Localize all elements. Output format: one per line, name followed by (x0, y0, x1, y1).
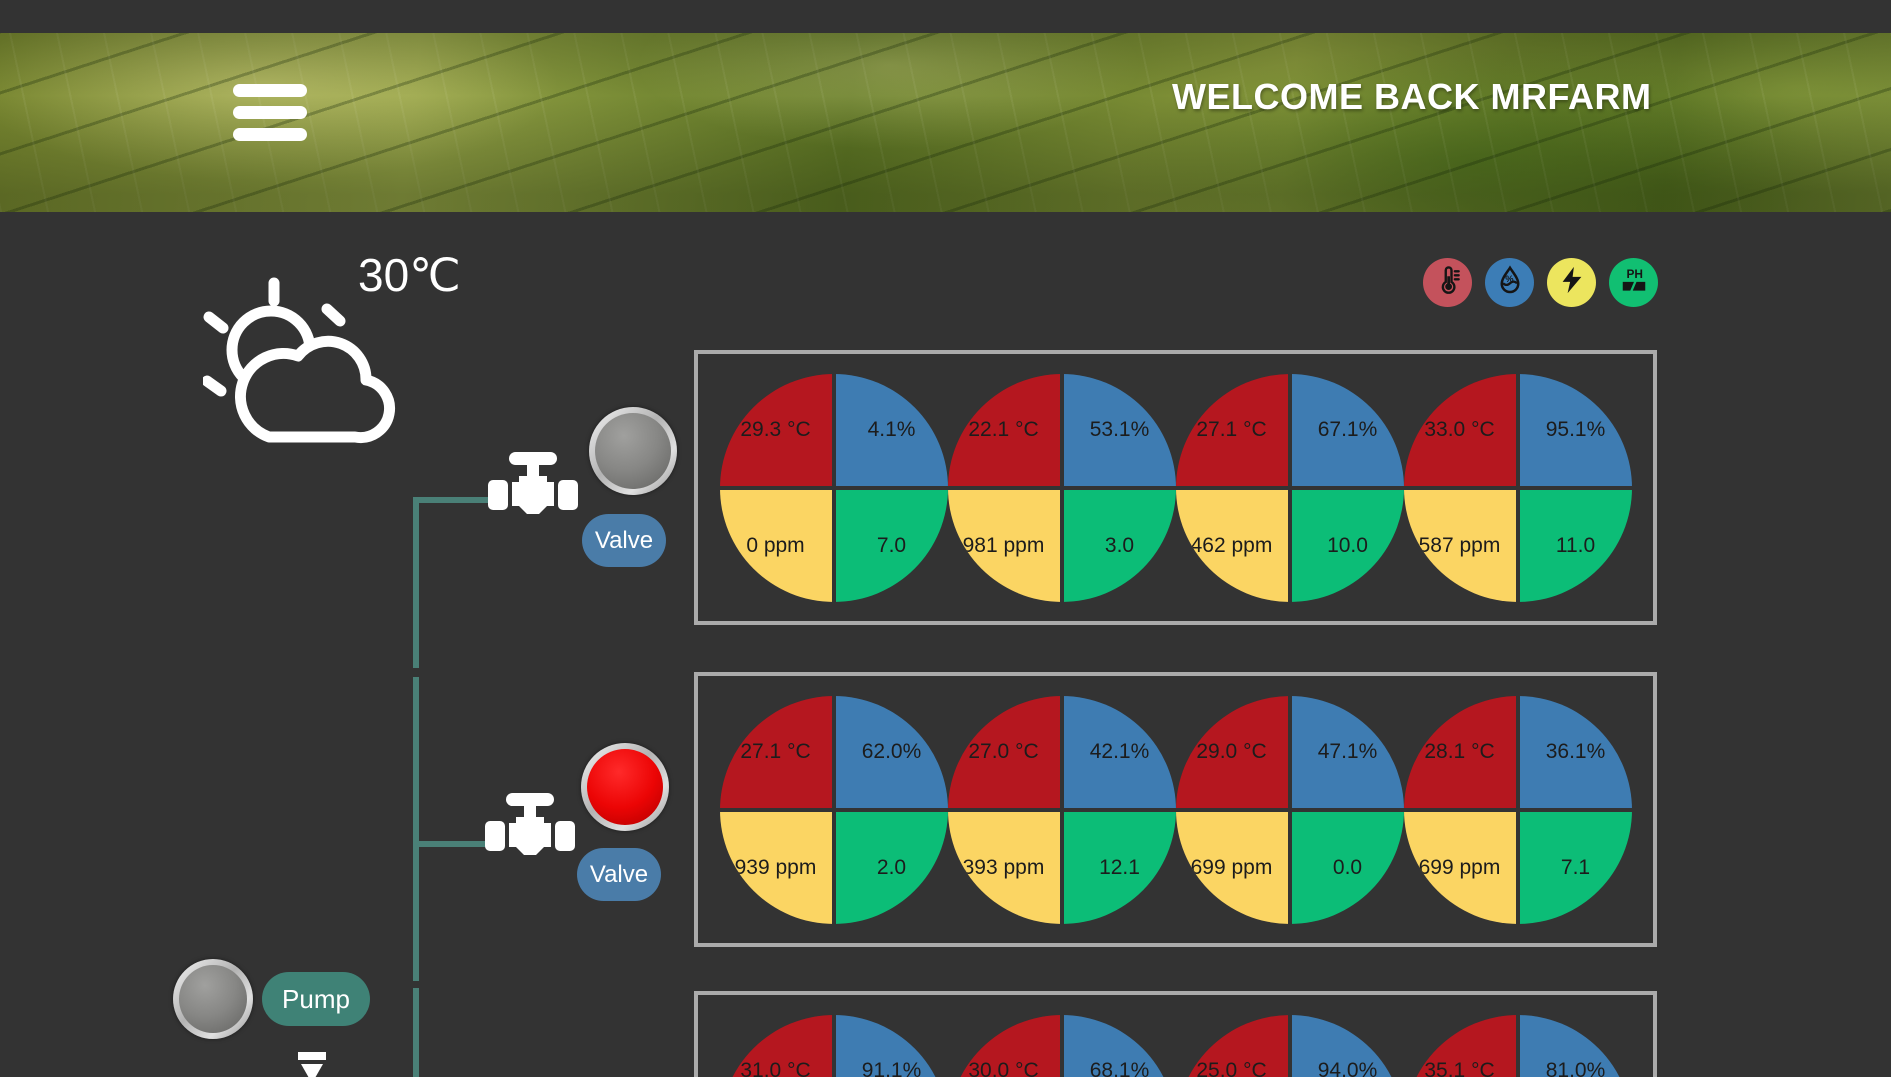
grass-banner-image (0, 33, 1891, 212)
hamburger-bar (233, 106, 307, 119)
valve1-button[interactable]: Valve (582, 514, 666, 567)
thermometer-icon (1433, 265, 1463, 300)
gauge-humidity-quadrant: 95.1% (1519, 373, 1632, 486)
sensor-gauge: 35.1 °C 81.0% (1403, 1014, 1632, 1077)
gauge-value-quadrant: 2.0 (835, 811, 948, 924)
gauge-temperature-quadrant: 28.1 °C (1403, 695, 1516, 808)
sensor-gauge: 31.0 °C 91.1% (719, 1014, 948, 1077)
funnel-icon (298, 1052, 326, 1077)
gauge-temperature-quadrant: 25.0 °C (1175, 1014, 1288, 1077)
gauge-value-quadrant: 7.0 (835, 489, 948, 602)
gauge-ppm-quadrant: 393 ppm (947, 811, 1060, 924)
sensor-gauge: 29.0 °C 47.1% 699 ppm 0.0 (1175, 695, 1404, 924)
gauge-humidity-quadrant: 91.1% (835, 1014, 948, 1077)
gauge-temperature-quadrant: 33.0 °C (1403, 373, 1516, 486)
sensor-panel-3: 31.0 °C 91.1% 30.0 °C 68.1% 25.0 °C 94.0… (694, 991, 1657, 1077)
gauge-temperature-quadrant: 27.1 °C (719, 695, 832, 808)
gauge-value-quadrant: 0.0 (1291, 811, 1404, 924)
gauge-temperature-quadrant: 29.0 °C (1175, 695, 1288, 808)
pipe-line (413, 497, 419, 668)
gauge-humidity-quadrant: 53.1% (1063, 373, 1176, 486)
gauge-ppm-quadrant: 699 ppm (1175, 811, 1288, 924)
sensor-gauge: 25.0 °C 94.0% (1175, 1014, 1404, 1077)
indicator-lens (587, 749, 663, 825)
gauge-ppm-quadrant: 462 ppm (1175, 489, 1288, 602)
pipe-line (413, 988, 419, 1077)
gauge-humidity-quadrant: 42.1% (1063, 695, 1176, 808)
ph-label: PH (1626, 267, 1642, 281)
sensor-gauge: 27.1 °C 67.1% 462 ppm 10.0 (1175, 373, 1404, 602)
lightning-icon (1557, 265, 1587, 300)
humidity-drop-icon: % (1495, 265, 1525, 300)
gauge-temperature-quadrant: 22.1 °C (947, 373, 1060, 486)
sensor-gauge: 33.0 °C 95.1% 587 ppm 11.0 (1403, 373, 1632, 602)
gauge-ppm-quadrant: 981 ppm (947, 489, 1060, 602)
indicator-lens (595, 413, 671, 489)
pump-button[interactable]: Pump (262, 972, 370, 1026)
gauge-temperature-quadrant: 31.0 °C (719, 1014, 832, 1077)
gauge-humidity-quadrant: 67.1% (1291, 373, 1404, 486)
gauge-humidity-quadrant: 36.1% (1519, 695, 1632, 808)
gauge-humidity-quadrant: 47.1% (1291, 695, 1404, 808)
gauge-value-quadrant: 3.0 (1063, 489, 1176, 602)
welcome-message: WELCOME BACK MRFARM (1172, 76, 1652, 117)
gauge-humidity-quadrant: 68.1% (1063, 1014, 1176, 1077)
gauge-temperature-quadrant: 30.0 °C (947, 1014, 1060, 1077)
gauge-ppm-quadrant: 587 ppm (1403, 489, 1516, 602)
gauge-humidity-quadrant: 4.1% (835, 373, 948, 486)
temperature-sensor-button[interactable] (1423, 258, 1472, 307)
sensor-gauge: 28.1 °C 36.1% 699 ppm 7.1 (1403, 695, 1632, 924)
sensor-gauge: 29.3 °C 4.1% 0 ppm 7.0 (719, 373, 948, 602)
pipe-line (413, 677, 419, 981)
sensor-panel-1: 29.3 °C 4.1% 0 ppm 7.0 22.1 °C 53.1% 981… (694, 350, 1657, 625)
hamburger-menu-button[interactable] (233, 84, 307, 142)
ph-meter-icon: PH (1619, 265, 1649, 300)
sensor-gauge: 22.1 °C 53.1% 981 ppm 3.0 (947, 373, 1176, 602)
svg-text:%: % (1505, 274, 1514, 284)
hamburger-bar (233, 84, 307, 97)
valve1-indicator-light (589, 407, 677, 495)
outdoor-temperature: 30℃ (358, 249, 461, 301)
gauge-value-quadrant: 7.1 (1519, 811, 1632, 924)
sensor-gauge: 30.0 °C 68.1% (947, 1014, 1176, 1077)
gauge-ppm-quadrant: 699 ppm (1403, 811, 1516, 924)
power-sensor-button[interactable] (1547, 258, 1596, 307)
pipe-line (413, 841, 493, 847)
pipe-line (413, 497, 493, 503)
valve-icon (488, 452, 578, 523)
sensor-panel-2: 27.1 °C 62.0% 939 ppm 2.0 27.0 °C 42.1% … (694, 672, 1657, 947)
valve2-button[interactable]: Valve (577, 848, 661, 901)
gauge-humidity-quadrant: 94.0% (1291, 1014, 1404, 1077)
gauge-value-quadrant: 11.0 (1519, 489, 1632, 602)
valve2-indicator-light (581, 743, 669, 831)
gauge-humidity-quadrant: 81.0% (1519, 1014, 1632, 1077)
pump-indicator-light (173, 959, 253, 1039)
sensor-gauge: 27.1 °C 62.0% 939 ppm 2.0 (719, 695, 948, 924)
indicator-lens (179, 965, 247, 1033)
gauge-value-quadrant: 12.1 (1063, 811, 1176, 924)
gauge-ppm-quadrant: 0 ppm (719, 489, 832, 602)
gauge-humidity-quadrant: 62.0% (835, 695, 948, 808)
gauge-value-quadrant: 10.0 (1291, 489, 1404, 602)
humidity-sensor-button[interactable]: % (1485, 258, 1534, 307)
valve-icon (485, 793, 575, 864)
sensor-gauge: 27.0 °C 42.1% 393 ppm 12.1 (947, 695, 1176, 924)
hamburger-bar (233, 128, 307, 141)
gauge-ppm-quadrant: 939 ppm (719, 811, 832, 924)
gauge-temperature-quadrant: 27.1 °C (1175, 373, 1288, 486)
ph-sensor-button[interactable]: PH (1609, 258, 1658, 307)
gauge-temperature-quadrant: 27.0 °C (947, 695, 1060, 808)
gauge-temperature-quadrant: 35.1 °C (1403, 1014, 1516, 1077)
sensor-legend: % PH (1423, 258, 1658, 307)
gauge-temperature-quadrant: 29.3 °C (719, 373, 832, 486)
partly-cloudy-icon (201, 277, 403, 452)
